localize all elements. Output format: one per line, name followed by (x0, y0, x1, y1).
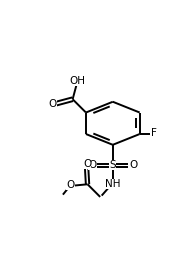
Text: S: S (109, 160, 116, 170)
Text: OH: OH (70, 76, 86, 86)
Text: F: F (151, 128, 157, 138)
Text: O: O (129, 160, 138, 170)
Text: NH: NH (105, 179, 121, 189)
Text: O: O (88, 160, 96, 170)
Text: O: O (83, 159, 91, 169)
Text: O: O (49, 99, 57, 109)
Text: O: O (67, 180, 75, 191)
